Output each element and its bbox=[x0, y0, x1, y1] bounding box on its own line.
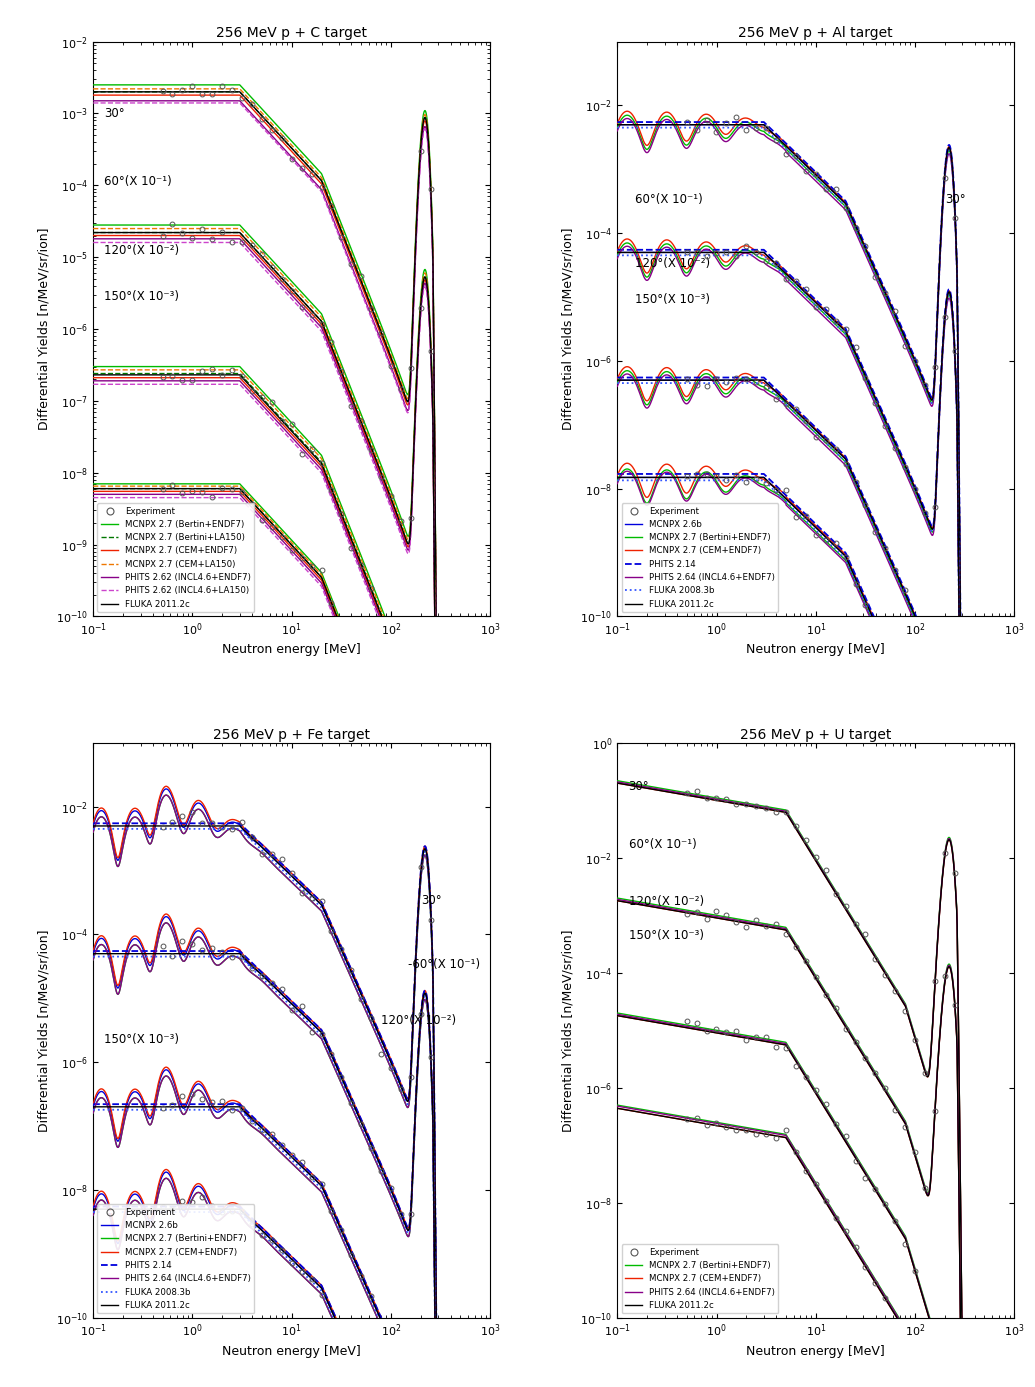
Title: 256 MeV p + U target: 256 MeV p + U target bbox=[740, 728, 891, 742]
Legend: Experiment, MCNPX 2.7 (Bertin+ENDF7), MCNPX 2.7 (Bertini+LA150), MCNPX 2.7 (CEM+: Experiment, MCNPX 2.7 (Bertin+ENDF7), MC… bbox=[97, 503, 255, 612]
Y-axis label: Differential Yields [n/MeV/sr/ion]: Differential Yields [n/MeV/sr/ion] bbox=[562, 929, 574, 1132]
X-axis label: Neutron energy [MeV]: Neutron energy [MeV] bbox=[746, 644, 885, 656]
Y-axis label: Differential Yields [n/MeV/sr/ion]: Differential Yields [n/MeV/sr/ion] bbox=[37, 929, 51, 1132]
Title: 256 MeV p + Fe target: 256 MeV p + Fe target bbox=[213, 728, 371, 742]
X-axis label: Neutron energy [MeV]: Neutron energy [MeV] bbox=[223, 1344, 361, 1358]
Text: 60°(X 10⁻¹): 60°(X 10⁻¹) bbox=[634, 193, 703, 205]
Text: 120°(X 10⁻²): 120°(X 10⁻²) bbox=[628, 895, 704, 908]
Text: 30°: 30° bbox=[105, 107, 125, 119]
Text: 60°(X 10⁻¹): 60°(X 10⁻¹) bbox=[105, 175, 172, 189]
Text: -60°(X 10⁻¹): -60°(X 10⁻¹) bbox=[409, 958, 480, 971]
X-axis label: Neutron energy [MeV]: Neutron energy [MeV] bbox=[223, 644, 361, 656]
Text: 150°(X 10⁻³): 150°(X 10⁻³) bbox=[628, 929, 704, 942]
Text: 60°(X 10⁻¹): 60°(X 10⁻¹) bbox=[628, 838, 697, 850]
Text: 30°: 30° bbox=[421, 895, 442, 907]
Text: 150°(X 10⁻³): 150°(X 10⁻³) bbox=[105, 1033, 179, 1046]
Text: 30°: 30° bbox=[628, 781, 649, 793]
Title: 256 MeV p + C target: 256 MeV p + C target bbox=[216, 26, 367, 40]
Text: 120°(X 10⁻²): 120°(X 10⁻²) bbox=[381, 1014, 456, 1026]
Text: 150°(X 10⁻³): 150°(X 10⁻³) bbox=[105, 290, 179, 304]
X-axis label: Neutron energy [MeV]: Neutron energy [MeV] bbox=[746, 1344, 885, 1358]
Y-axis label: Differential Yields [n/MeV/sr/ion]: Differential Yields [n/MeV/sr/ion] bbox=[562, 227, 574, 430]
Legend: Experiment, MCNPX 2.6b, MCNPX 2.7 (Bertini+ENDF7), MCNPX 2.7 (CEM+ENDF7), PHITS : Experiment, MCNPX 2.6b, MCNPX 2.7 (Berti… bbox=[622, 503, 778, 612]
Y-axis label: Differential Yields [n/MeV/sr/ion]: Differential Yields [n/MeV/sr/ion] bbox=[37, 227, 51, 430]
Text: 120°(X 10⁻²): 120°(X 10⁻²) bbox=[634, 257, 710, 269]
Title: 256 MeV p + Al target: 256 MeV p + Al target bbox=[738, 26, 893, 40]
Legend: Experiment, MCNPX 2.6b, MCNPX 2.7 (Bertini+ENDF7), MCNPX 2.7 (CEM+ENDF7), PHITS : Experiment, MCNPX 2.6b, MCNPX 2.7 (Berti… bbox=[97, 1204, 255, 1313]
Text: 150°(X 10⁻³): 150°(X 10⁻³) bbox=[634, 293, 710, 307]
Text: 120°(X 10⁻²): 120°(X 10⁻²) bbox=[105, 244, 180, 257]
Text: 30°: 30° bbox=[945, 193, 966, 205]
Legend: Experiment, MCNPX 2.7 (Bertini+ENDF7), MCNPX 2.7 (CEM+ENDF7), PHITS 2.64 (INCL4.: Experiment, MCNPX 2.7 (Bertini+ENDF7), M… bbox=[622, 1244, 778, 1313]
